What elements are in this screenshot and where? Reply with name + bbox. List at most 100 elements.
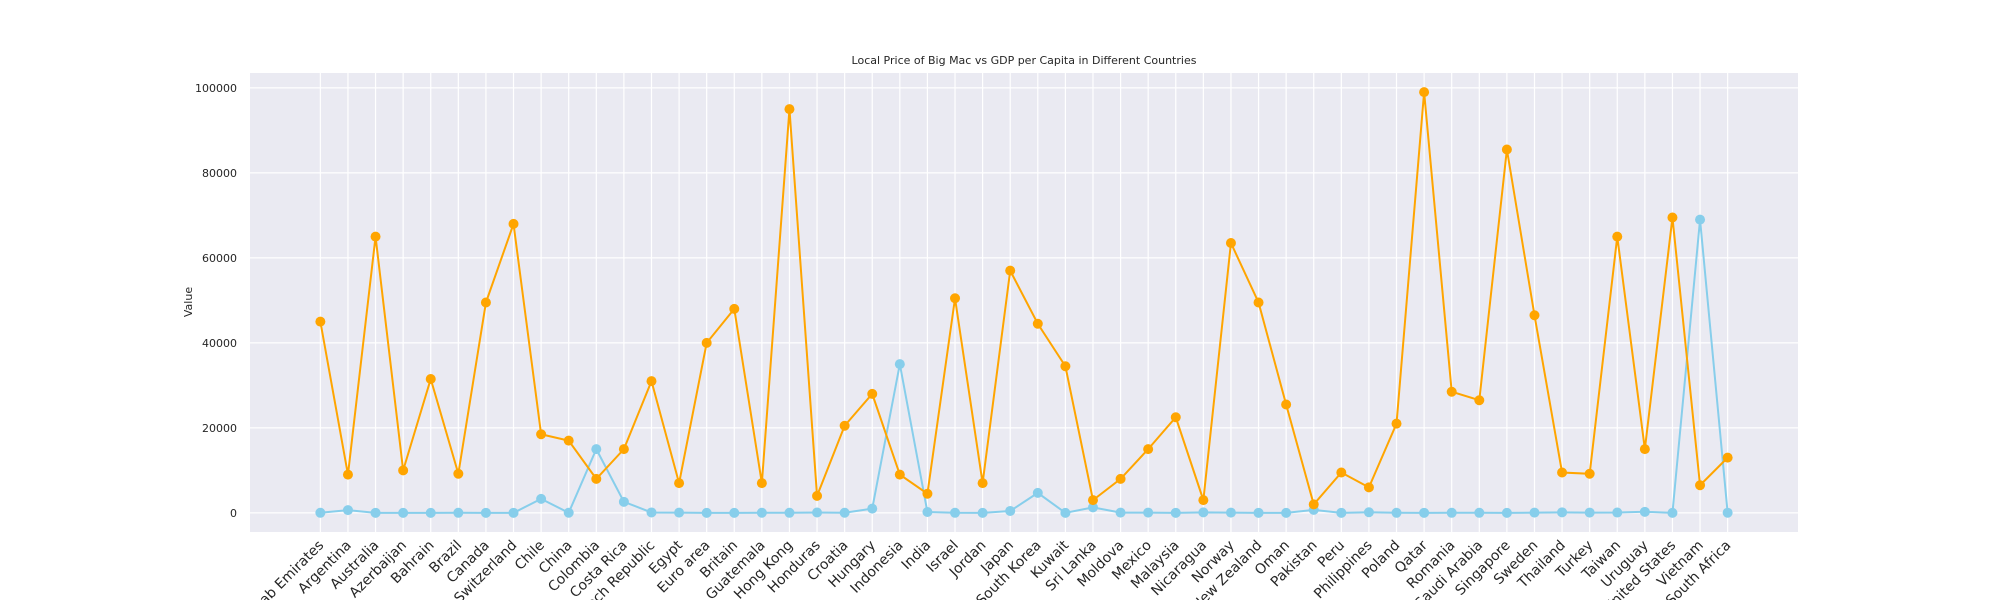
point xyxy=(1391,418,1402,429)
point xyxy=(756,507,767,518)
point xyxy=(1087,502,1098,513)
point xyxy=(1060,361,1071,372)
point xyxy=(701,337,712,348)
point xyxy=(977,507,988,518)
point xyxy=(453,507,464,518)
point xyxy=(1198,495,1209,506)
point xyxy=(563,435,574,446)
point xyxy=(315,507,326,518)
y-tick-label: 40000 xyxy=(202,337,237,350)
point xyxy=(370,231,381,242)
point xyxy=(398,507,409,518)
y-tick-label: 20000 xyxy=(202,422,237,435)
point xyxy=(398,465,409,476)
point xyxy=(1557,467,1568,478)
point xyxy=(1336,507,1347,518)
point xyxy=(618,496,629,507)
point xyxy=(1225,507,1236,518)
point xyxy=(480,297,491,308)
point xyxy=(1446,386,1457,397)
point xyxy=(1667,507,1678,518)
point xyxy=(563,507,574,518)
point xyxy=(1281,507,1292,518)
point xyxy=(508,218,519,229)
series-line xyxy=(319,92,1729,507)
chart-title: Local Price of Big Mac vs GDP per Capita… xyxy=(852,54,1197,67)
point xyxy=(1612,231,1623,242)
point xyxy=(1115,473,1126,484)
point xyxy=(342,469,353,480)
point xyxy=(646,376,657,387)
series-line xyxy=(320,219,1729,515)
point xyxy=(618,444,629,455)
point xyxy=(950,507,961,518)
point xyxy=(1308,499,1319,510)
point xyxy=(950,293,961,304)
point xyxy=(1695,214,1706,225)
point xyxy=(1639,444,1650,455)
point xyxy=(536,429,547,440)
point xyxy=(1474,507,1485,518)
point xyxy=(1695,480,1706,491)
point xyxy=(1281,399,1292,410)
point xyxy=(646,507,657,518)
point xyxy=(839,507,850,518)
point xyxy=(922,488,933,499)
point xyxy=(315,316,326,327)
point xyxy=(1722,507,1733,518)
point xyxy=(1005,265,1016,276)
point xyxy=(1722,452,1733,463)
point xyxy=(756,478,767,489)
point xyxy=(1170,507,1181,518)
point xyxy=(425,507,436,518)
point xyxy=(1557,507,1568,518)
point xyxy=(1474,395,1485,406)
point xyxy=(784,104,795,115)
plot-area xyxy=(250,73,1798,532)
point xyxy=(508,507,519,518)
point xyxy=(480,507,491,518)
point xyxy=(701,507,712,518)
point xyxy=(591,473,602,484)
point xyxy=(1419,507,1430,518)
point xyxy=(674,507,685,518)
point xyxy=(1363,482,1374,493)
point xyxy=(1115,507,1126,518)
point xyxy=(1253,507,1264,518)
y-tick-label: 80000 xyxy=(202,167,237,180)
point xyxy=(1253,297,1264,308)
point xyxy=(1529,310,1540,321)
point xyxy=(894,469,905,480)
point xyxy=(977,478,988,489)
y-tick-label: 0 xyxy=(230,507,237,520)
point xyxy=(1529,507,1540,518)
point xyxy=(1612,507,1623,518)
point xyxy=(1336,467,1347,478)
point xyxy=(1225,238,1236,248)
point xyxy=(1363,507,1374,518)
point xyxy=(729,303,740,314)
point xyxy=(674,478,685,489)
point xyxy=(1087,495,1098,506)
y-axis-label: Value xyxy=(182,287,195,317)
point xyxy=(839,420,850,431)
point xyxy=(453,468,464,479)
point xyxy=(1032,318,1043,329)
point xyxy=(1198,507,1209,518)
point xyxy=(812,490,823,501)
point xyxy=(591,444,602,455)
point xyxy=(425,374,436,384)
point xyxy=(894,359,905,370)
point xyxy=(1005,505,1016,516)
point xyxy=(1501,144,1512,155)
point xyxy=(1446,507,1457,518)
point xyxy=(729,507,740,518)
point xyxy=(1419,87,1430,98)
point xyxy=(784,507,795,518)
point xyxy=(922,507,933,518)
point xyxy=(536,493,547,504)
y-tick-label: 60000 xyxy=(202,252,237,265)
point xyxy=(1584,468,1595,479)
